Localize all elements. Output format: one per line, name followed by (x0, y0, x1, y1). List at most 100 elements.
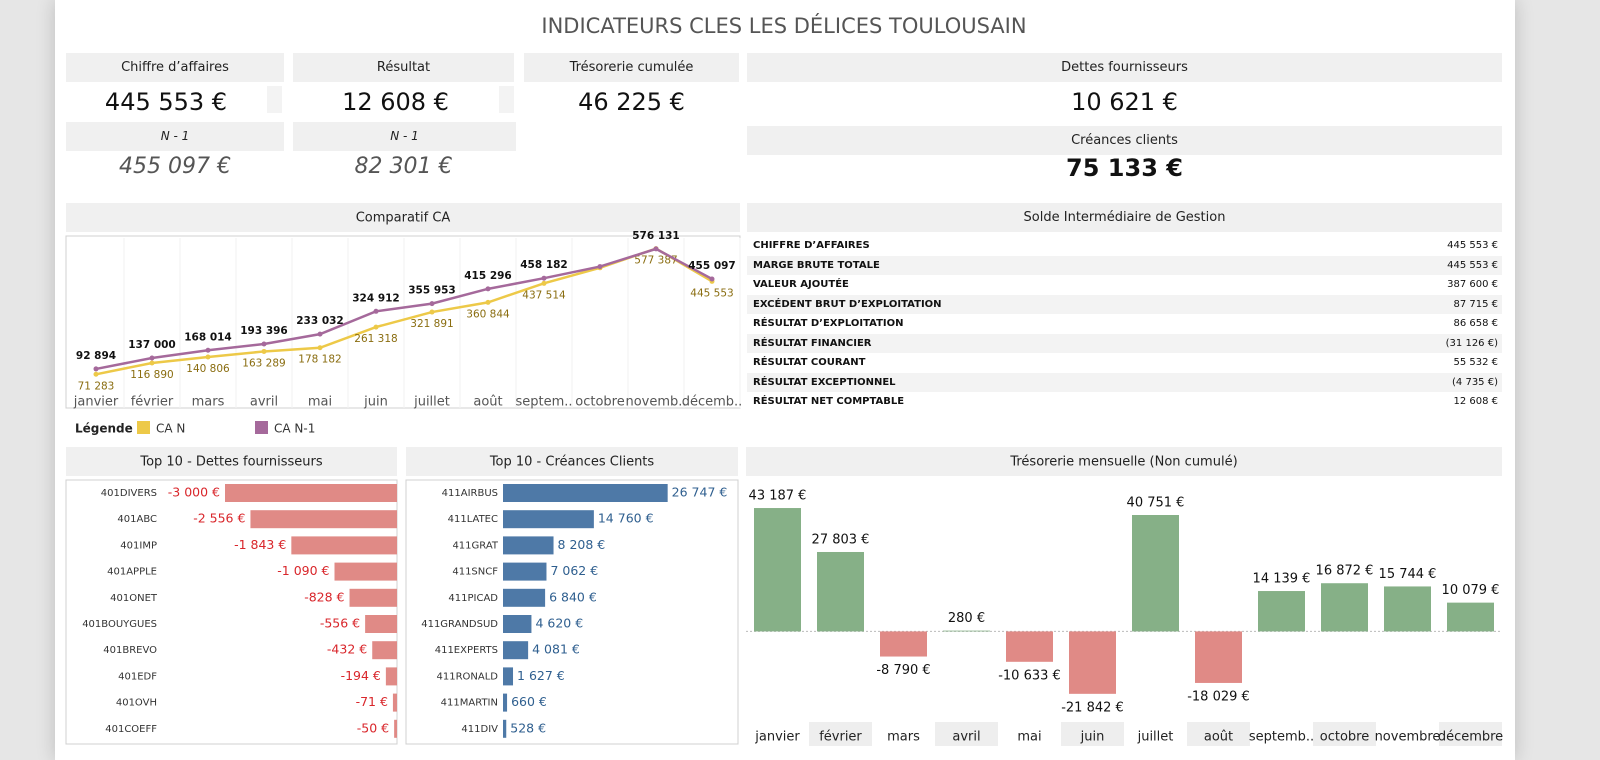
value-label: 4 081 € (532, 642, 580, 657)
bar (1195, 631, 1242, 683)
y-tick-label: 411MARTIN (441, 698, 498, 709)
sig-label: VALEUR AJOUTÉE (753, 279, 849, 290)
sig-value: 445 553 € (1447, 240, 1498, 251)
value-label: -50 € (357, 720, 389, 735)
kpi-label: Chiffre d’affaires (66, 53, 284, 82)
x-tick-label: mai (1017, 730, 1041, 745)
kpi-prev-value: 82 301 € (354, 154, 453, 179)
chart-title: Top 10 - Créances Clients (489, 455, 655, 470)
legend-swatch (255, 421, 268, 434)
value-label: 163 289 (242, 357, 285, 369)
bar (1069, 631, 1116, 694)
x-tick-label: mars (887, 730, 920, 745)
value-label: 7 062 € (550, 563, 598, 578)
series-line (95, 247, 713, 371)
value-label: 280 € (948, 611, 985, 626)
point (485, 286, 491, 292)
value-label: 10 079 € (1442, 583, 1500, 598)
x-tick-label: février (131, 395, 174, 410)
kpi-value: 75 133 € (1066, 154, 1183, 182)
y-tick-label: 411LATEC (448, 514, 498, 525)
sig-value: 55 532 € (1453, 357, 1498, 368)
hbar-frame (405, 479, 739, 745)
kpi-label: Résultat (293, 53, 514, 82)
value-label: -556 € (320, 616, 360, 631)
sig-label: RÉSULTAT COURANT (753, 357, 866, 368)
legend-label: CA N-1 (274, 422, 315, 436)
value-label: 40 751 € (1127, 495, 1185, 510)
bar (349, 588, 397, 607)
value-label: 360 844 (466, 308, 510, 320)
point (93, 366, 99, 372)
x-band (1061, 722, 1124, 746)
y-tick-label: 401COEFF (105, 724, 157, 735)
y-tick-label: 411DIV (461, 724, 498, 735)
sig-value: 87 715 € (1453, 298, 1498, 310)
x-tick-label: août (1204, 730, 1233, 745)
value-label: 1 627 € (517, 668, 565, 683)
value-label: -21 842 € (1061, 700, 1124, 715)
point (261, 348, 267, 354)
bar (503, 641, 529, 660)
value-label: -10 633 € (998, 668, 1061, 683)
x-tick-label: août (473, 395, 502, 410)
y-tick-label: 401ABC (117, 514, 157, 525)
bar (1132, 514, 1179, 632)
value-label: 437 514 (522, 289, 566, 301)
value-label: -3 000 € (168, 485, 220, 500)
value-label: 324 912 (352, 292, 400, 304)
point (653, 246, 659, 252)
point (149, 355, 155, 361)
value-label: 16 872 € (1316, 564, 1374, 579)
y-tick-label: 401EDF (118, 671, 157, 682)
value-label: 576 131 (632, 230, 680, 242)
value-label: 14 760 € (598, 511, 654, 526)
bar (503, 484, 668, 502)
x-tick-label: juin (363, 395, 388, 410)
x-tick-label: avril (952, 730, 980, 745)
y-tick-label: 401OVH (116, 698, 157, 709)
legend-title: Légende (75, 422, 133, 436)
panel-header (746, 447, 1502, 476)
sig-label: RÉSULTAT D’EXPLOITATION (753, 318, 904, 329)
sig-row: RÉSULTAT EXCEPTIONNEL (4 735 €) (747, 372, 1502, 392)
value-label: 415 296 (464, 270, 512, 282)
sig-value: 445 553 € (1447, 259, 1498, 271)
x-tick-label: octobre (1320, 730, 1369, 745)
point (541, 280, 547, 286)
bar (372, 641, 397, 660)
value-label: -18 029 € (1187, 689, 1250, 704)
kpi-indicator (499, 86, 514, 113)
y-tick-label: 401BOUYGUES (82, 619, 157, 630)
y-tick-label: 401IMP (120, 540, 157, 551)
value-label: -2 556 € (193, 511, 245, 526)
kpi-prev-value: 455 097 € (119, 154, 231, 179)
x-tick-label: avril (250, 395, 278, 410)
y-tick-label: 411AIRBUS (442, 488, 498, 499)
bar (503, 615, 532, 633)
x-band (1439, 722, 1502, 746)
value-label: 178 182 (298, 354, 341, 366)
bar (291, 536, 397, 555)
kpi-value: 12 608 € (342, 88, 449, 116)
sig-row: RÉSULTAT NET COMPTABLE 12 608 € (747, 392, 1502, 411)
panel-header (406, 447, 738, 476)
y-tick-label: 411GRAT (452, 540, 498, 551)
point (709, 276, 715, 282)
bar (503, 693, 508, 712)
y-tick-label: 411EXPERTS (435, 645, 498, 656)
value-label: 321 891 (410, 318, 453, 330)
bar (503, 588, 546, 607)
chart-title: Top 10 - Dettes fournisseurs (139, 455, 323, 470)
value-label: 26 747 € (672, 485, 728, 500)
value-label: 577 387 (634, 255, 677, 267)
point (373, 324, 379, 330)
bar (880, 631, 927, 657)
x-tick-label: novemb.. (625, 395, 686, 410)
value-label: 355 953 (408, 285, 456, 297)
value-label: -1 090 € (277, 563, 329, 578)
hbar-frame (65, 479, 398, 745)
sig-label: RÉSULTAT NET COMPTABLE (753, 396, 905, 407)
